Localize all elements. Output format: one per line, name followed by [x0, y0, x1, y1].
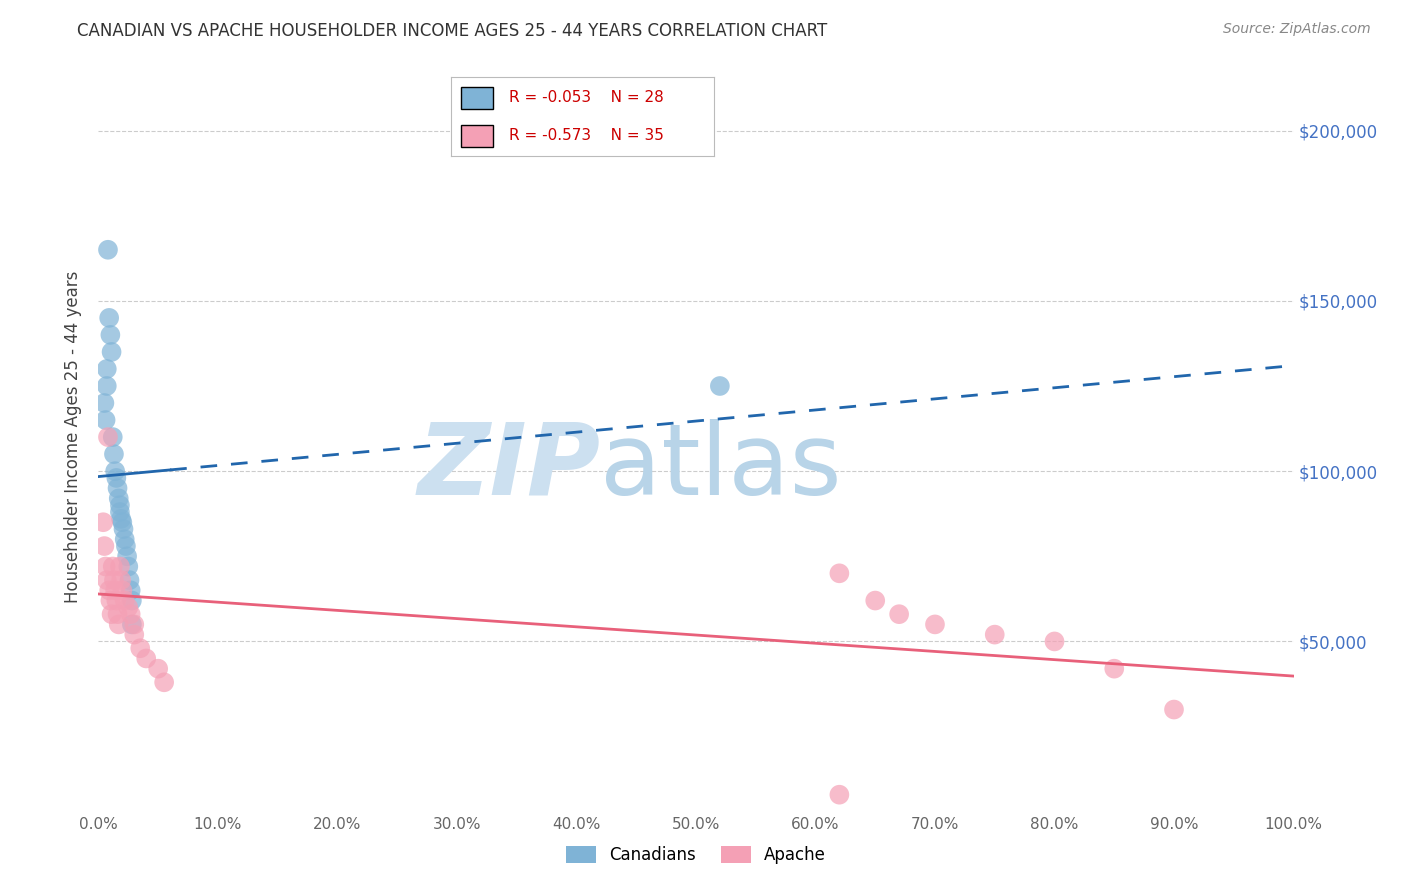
- Point: [97, 243, 120, 257]
- Point: [1163, 702, 1185, 716]
- Point: [129, 641, 152, 656]
- Point: [124, 627, 146, 641]
- Point: [121, 617, 143, 632]
- Text: ZIP: ZIP: [418, 418, 600, 516]
- Point: [107, 491, 129, 506]
- Point: [104, 464, 127, 478]
- Point: [1104, 662, 1126, 676]
- Point: [96, 573, 118, 587]
- Point: [98, 593, 122, 607]
- Point: [93, 396, 115, 410]
- Point: [108, 505, 131, 519]
- Point: [865, 593, 887, 607]
- Point: [101, 430, 124, 444]
- Point: [114, 533, 136, 547]
- Point: [108, 498, 131, 512]
- Point: [98, 327, 122, 342]
- Point: [889, 607, 911, 622]
- Point: [98, 310, 121, 325]
- Point: [96, 362, 118, 376]
- Point: [153, 675, 176, 690]
- Point: [105, 471, 128, 485]
- Point: [828, 788, 851, 802]
- Point: [120, 583, 142, 598]
- Point: [107, 617, 129, 632]
- Point: [105, 593, 128, 607]
- Text: CANADIAN VS APACHE HOUSEHOLDER INCOME AGES 25 - 44 YEARS CORRELATION CHART: CANADIAN VS APACHE HOUSEHOLDER INCOME AG…: [77, 22, 828, 40]
- Point: [101, 559, 124, 574]
- Point: [91, 515, 114, 529]
- Point: [118, 573, 141, 587]
- Point: [709, 379, 731, 393]
- Point: [94, 413, 117, 427]
- Point: [115, 549, 138, 564]
- Text: Source: ZipAtlas.com: Source: ZipAtlas.com: [1223, 22, 1371, 37]
- Point: [924, 617, 946, 632]
- Point: [110, 573, 132, 587]
- Point: [115, 539, 138, 553]
- Point: [111, 583, 134, 598]
- Point: [108, 559, 131, 574]
- Point: [121, 593, 143, 607]
- Point: [103, 573, 125, 587]
- Point: [112, 522, 135, 536]
- Point: [111, 515, 134, 529]
- Point: [124, 617, 146, 632]
- Point: [103, 447, 125, 461]
- Point: [94, 559, 117, 574]
- Point: [120, 607, 142, 622]
- Point: [97, 430, 120, 444]
- Point: [96, 379, 118, 393]
- Point: [828, 566, 851, 581]
- Point: [135, 651, 157, 665]
- Point: [104, 583, 127, 598]
- Point: [93, 539, 115, 553]
- Point: [107, 607, 129, 622]
- Point: [117, 600, 139, 615]
- Point: [98, 583, 121, 598]
- Point: [114, 593, 136, 607]
- Point: [107, 481, 129, 495]
- Y-axis label: Householder Income Ages 25 - 44 years: Householder Income Ages 25 - 44 years: [65, 271, 83, 603]
- Point: [984, 627, 1007, 641]
- Point: [148, 662, 170, 676]
- Point: [110, 512, 132, 526]
- Point: [100, 607, 122, 622]
- Text: atlas: atlas: [600, 418, 842, 516]
- Legend: Canadians, Apache: Canadians, Apache: [560, 839, 832, 871]
- Point: [1043, 634, 1066, 648]
- Point: [100, 345, 122, 359]
- Point: [117, 559, 139, 574]
